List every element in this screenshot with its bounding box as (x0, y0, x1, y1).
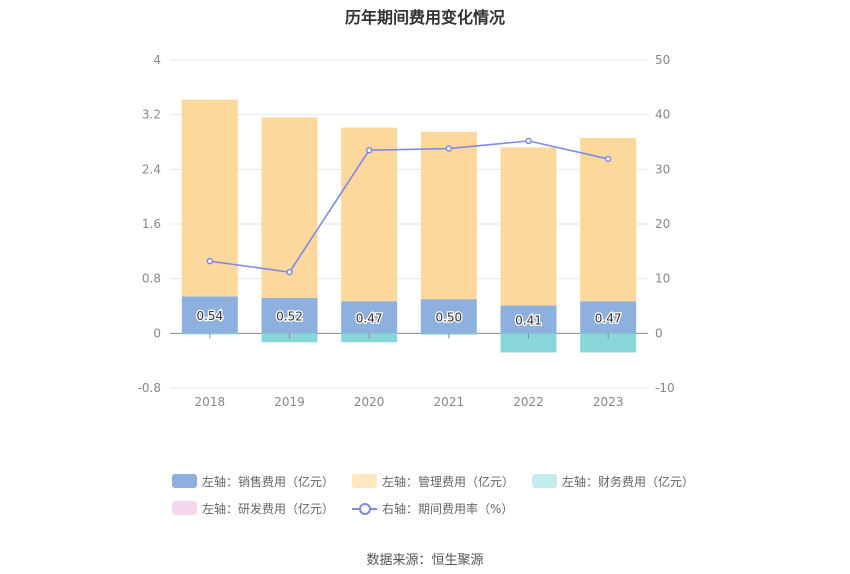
left-axis-tick-label: 0.8 (142, 272, 161, 286)
bar-data-label: 0.41 (515, 313, 542, 327)
legend-swatch-rate (352, 501, 378, 515)
legend-swatch-sales (172, 474, 197, 488)
bar-admin (341, 127, 398, 302)
bar-sales (500, 305, 557, 334)
grid-lines (170, 59, 648, 389)
data-source-note: 数据来源：恒生聚源 (366, 553, 484, 568)
left-axis-tick-label: 4 (153, 53, 161, 67)
x-axis-tick-label: 2019 (274, 395, 305, 409)
legend-item-finance[interactable]: 左轴：财务费用（亿元） (532, 473, 694, 490)
rate-line-group (206, 137, 612, 276)
bar-finance (580, 333, 637, 353)
rate-point (206, 257, 214, 265)
right-axis-tick-label: 20 (655, 217, 670, 231)
x-axis-tick-label: 2021 (434, 395, 465, 409)
right-axis-tick-label: 40 (655, 108, 670, 122)
bar-admin (181, 99, 238, 297)
data-labels: 0.54 0.52 0.47 0.50 0.41 0.47 (195, 308, 623, 329)
bar-admin (580, 137, 637, 302)
bar-admin (261, 117, 318, 298)
rate-line (209, 140, 609, 273)
bar-data-label: 0.47 (595, 311, 622, 325)
bar-admin (420, 131, 477, 300)
legend: 左轴：销售费用（亿元） 左轴：管理费用（亿元） 左轴：财务费用（亿元） 左轴：研… (172, 472, 694, 526)
bar-data-label: 0.50 (435, 310, 462, 324)
legend-swatch-rd (172, 501, 197, 515)
bar-data-label: 0.54 (196, 309, 223, 323)
legend-swatch-admin (352, 474, 378, 488)
bar-sales (580, 301, 637, 334)
left-axis-tick-label: 0 (153, 326, 161, 340)
bar-data-label: 0.52 (276, 310, 303, 324)
x-axis-tick-label: 2020 (354, 395, 385, 409)
bar-data-label: 0.47 (356, 311, 383, 325)
legend-label-finance: 左轴：财务费用（亿元） (562, 474, 695, 489)
x-axis-tick-label: 2018 (195, 395, 226, 409)
right-axis-tick-label: 50 (655, 53, 670, 67)
bar-sales (420, 299, 477, 334)
rate-point (286, 268, 293, 276)
left-axis-tick-label: 1.6 (142, 217, 161, 231)
left-axis-tick-label: 3.2 (142, 108, 161, 122)
left-axis-tick-label: 2.4 (142, 162, 161, 176)
right-axis-tick-label: 0 (655, 326, 663, 340)
bar-sales (341, 301, 398, 334)
rate-point (365, 146, 373, 154)
x-axis-tick-label: 2022 (513, 395, 544, 409)
legend-label-rd: 左轴：研发费用（亿元） (202, 501, 335, 516)
bar-sales (261, 297, 318, 334)
chart-title: 历年期间费用变化情况 (344, 8, 505, 27)
axes: -0.8 0 0.8 1.6 2.4 3.2 4 -10 0 10 20 30 40 50 2018 2019… (138, 53, 675, 409)
left-axis-tick-label: -0.8 (138, 381, 161, 395)
bar-sales (181, 296, 238, 334)
legend-label-sales: 左轴：销售费用（亿元） (202, 474, 335, 489)
rate-point (604, 155, 612, 163)
legend-item-rate[interactable]: 右轴：期间费用率（%） (352, 500, 513, 517)
legend-item-sales[interactable]: 左轴：销售费用（亿元） (172, 473, 334, 490)
right-axis-tick-label: -10 (655, 381, 675, 395)
rate-point (445, 145, 453, 152)
bar-finance (500, 333, 557, 353)
right-axis-tick-label: 10 (655, 272, 670, 286)
legend-item-admin[interactable]: 左轴：管理费用（亿元） (352, 473, 514, 490)
legend-label-admin: 左轴：管理费用（亿元） (382, 474, 515, 489)
bar-group (181, 99, 637, 353)
legend-label-rate: 右轴：期间费用率（%） (382, 501, 514, 516)
legend-item-rd[interactable]: 左轴：研发费用（亿元） (172, 500, 334, 517)
rate-point (525, 137, 532, 145)
legend-swatch-finance (532, 474, 558, 488)
right-axis-tick-label: 30 (655, 162, 670, 176)
x-axis-tick-label: 2023 (593, 395, 624, 409)
bar-admin (500, 147, 557, 306)
